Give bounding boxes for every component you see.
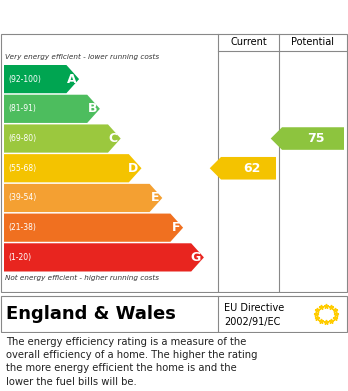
Polygon shape bbox=[4, 213, 183, 242]
Text: C: C bbox=[109, 132, 118, 145]
Text: (39-54): (39-54) bbox=[8, 194, 36, 203]
Polygon shape bbox=[4, 154, 142, 182]
Text: Very energy efficient - lower running costs: Very energy efficient - lower running co… bbox=[5, 54, 159, 60]
Text: EU Directive: EU Directive bbox=[224, 303, 284, 313]
Text: The energy efficiency rating is a measure of the
overall efficiency of a home. T: The energy efficiency rating is a measur… bbox=[6, 337, 258, 387]
Text: Current: Current bbox=[230, 37, 267, 47]
Text: (1-20): (1-20) bbox=[8, 253, 31, 262]
Text: 2002/91/EC: 2002/91/EC bbox=[224, 317, 280, 326]
Text: (69-80): (69-80) bbox=[8, 134, 36, 143]
Polygon shape bbox=[271, 127, 344, 150]
Text: E: E bbox=[151, 192, 159, 204]
Text: 75: 75 bbox=[307, 132, 325, 145]
Polygon shape bbox=[4, 243, 204, 271]
Text: A: A bbox=[66, 73, 76, 86]
Polygon shape bbox=[4, 95, 100, 123]
Text: G: G bbox=[191, 251, 201, 264]
Text: F: F bbox=[172, 221, 180, 234]
Text: D: D bbox=[128, 162, 139, 175]
Polygon shape bbox=[4, 65, 79, 93]
Text: 62: 62 bbox=[243, 162, 260, 175]
Text: (81-91): (81-91) bbox=[8, 104, 36, 113]
Text: Not energy efficient - higher running costs: Not energy efficient - higher running co… bbox=[5, 275, 159, 281]
Text: (21-38): (21-38) bbox=[8, 223, 36, 232]
Polygon shape bbox=[210, 157, 276, 179]
Text: Potential: Potential bbox=[292, 37, 334, 47]
Polygon shape bbox=[4, 184, 162, 212]
Text: Energy Efficiency Rating: Energy Efficiency Rating bbox=[8, 9, 218, 23]
Polygon shape bbox=[4, 124, 121, 152]
Text: (92-100): (92-100) bbox=[8, 75, 41, 84]
Text: B: B bbox=[87, 102, 97, 115]
Text: (55-68): (55-68) bbox=[8, 164, 36, 173]
Text: England & Wales: England & Wales bbox=[6, 305, 176, 323]
